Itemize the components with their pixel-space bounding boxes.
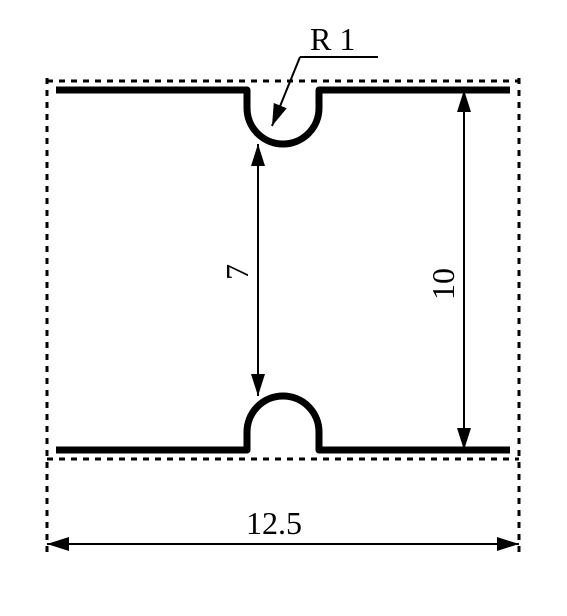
label-radius: R 1 bbox=[310, 21, 355, 57]
label-height-inner: 7 bbox=[219, 264, 255, 280]
extension-lines bbox=[47, 78, 519, 552]
label-width: 12.5 bbox=[246, 505, 302, 541]
label-height-outer: 10 bbox=[425, 268, 461, 300]
